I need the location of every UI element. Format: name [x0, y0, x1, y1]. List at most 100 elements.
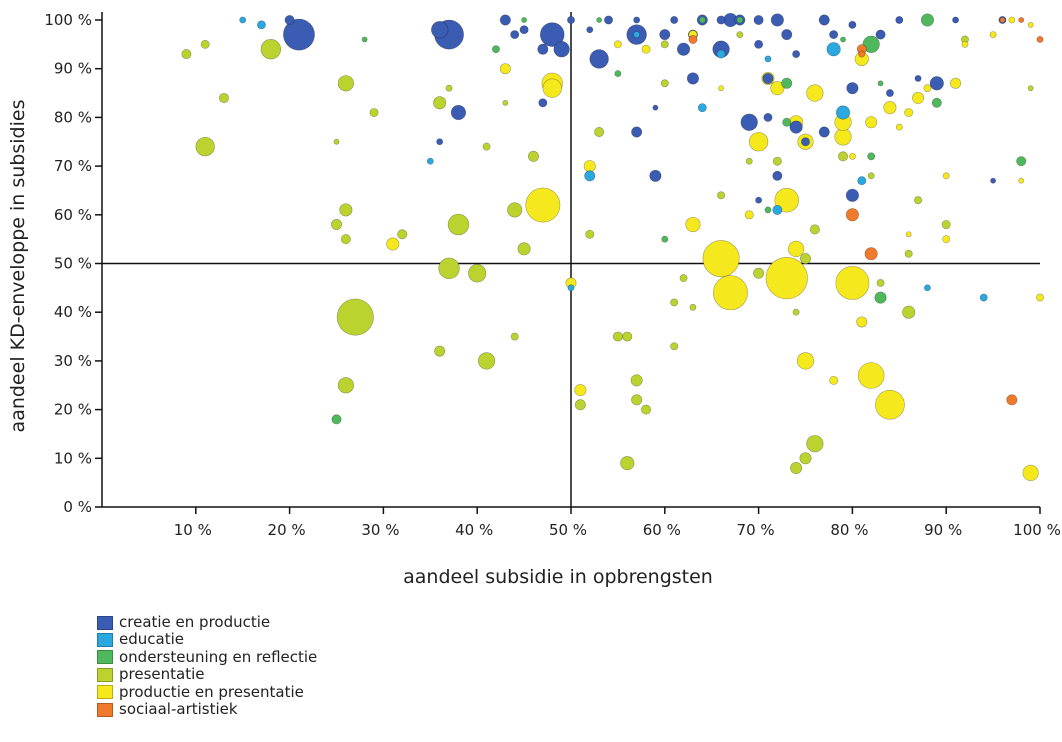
- y-tick-label: 70 %: [54, 157, 92, 175]
- data-point: [337, 75, 354, 92]
- legend-label: presentatie: [119, 665, 205, 684]
- data-point: [875, 29, 886, 40]
- data-point: [923, 84, 932, 93]
- data-point: [772, 156, 782, 166]
- data-point: [527, 150, 539, 162]
- y-tick-label: 90 %: [54, 60, 92, 78]
- data-point: [397, 229, 408, 240]
- legend-swatch: [97, 667, 113, 682]
- data-point: [716, 15, 726, 25]
- data-point: [1022, 464, 1039, 482]
- data-point: [875, 389, 905, 420]
- data-point: [716, 49, 726, 59]
- data-point: [717, 191, 726, 200]
- x-tick-label: 30 %: [361, 521, 399, 539]
- legend-label: creatie en productie: [119, 613, 271, 631]
- data-point: [912, 91, 925, 104]
- data-point: [586, 26, 594, 34]
- data-point: [950, 77, 962, 89]
- data-point: [924, 284, 931, 292]
- y-tick-label: 40 %: [54, 303, 92, 321]
- data-point: [450, 104, 467, 121]
- data-point: [284, 15, 295, 25]
- data-point: [845, 208, 859, 222]
- data-point: [826, 42, 841, 57]
- data-point: [782, 117, 792, 127]
- data-point: [772, 170, 783, 181]
- data-point: [1018, 177, 1025, 184]
- data-point: [718, 85, 724, 92]
- data-point: [755, 196, 763, 204]
- data-point: [818, 14, 830, 26]
- data-point: [904, 249, 913, 258]
- data-point: [1036, 293, 1044, 302]
- x-tick-label: 60 %: [643, 521, 681, 539]
- data-point: [772, 204, 783, 215]
- data-point: [848, 20, 857, 29]
- data-point: [596, 17, 603, 23]
- data-point: [525, 187, 561, 223]
- data-point: [361, 36, 368, 43]
- data-point: [630, 374, 643, 387]
- y-axis-label: aandeel KD-enveloppe in subsidies: [7, 100, 29, 433]
- x-axis-label: aandeel subsidie in opbrengsten: [403, 566, 713, 588]
- legend-item: ondersteuning en reflectie: [97, 647, 318, 666]
- data-point: [765, 257, 808, 300]
- data-point: [762, 72, 774, 84]
- data-point: [567, 284, 575, 292]
- data-point: [883, 101, 897, 115]
- data-point: [256, 20, 266, 30]
- data-point: [961, 40, 969, 48]
- data-point: [331, 414, 342, 425]
- data-point: [337, 377, 354, 394]
- data-point: [877, 80, 884, 87]
- data-point: [521, 17, 527, 23]
- data-point: [340, 234, 351, 245]
- data-point: [895, 16, 904, 24]
- legend-item: creatie en productie: [97, 613, 317, 631]
- x-tick-label: 70 %: [737, 521, 775, 539]
- legend-label: ondersteuning en reflectie: [119, 647, 318, 666]
- legend-item: educatie: [97, 630, 317, 649]
- data-point: [806, 84, 824, 102]
- data-point: [796, 352, 815, 370]
- data-point: [979, 293, 988, 302]
- data-point: [905, 231, 912, 238]
- data-point: [834, 128, 852, 146]
- data-point: [990, 177, 996, 184]
- x-tick-label: 10 %: [174, 521, 212, 539]
- legend-label: educatie: [119, 630, 184, 649]
- data-point: [914, 75, 922, 82]
- data-point: [433, 96, 447, 110]
- data-point: [589, 49, 609, 69]
- data-point: [519, 25, 529, 35]
- data-point: [477, 352, 496, 370]
- data-point: [583, 160, 596, 173]
- data-point: [845, 188, 859, 202]
- data-point: [862, 35, 880, 53]
- legend-swatch: [97, 650, 113, 665]
- legend: creatie en productie educatie ondersteunin…: [97, 613, 318, 718]
- data-point: [857, 176, 867, 186]
- data-point: [507, 202, 523, 218]
- data-point: [952, 16, 960, 24]
- data-point: [434, 345, 446, 357]
- data-point: [781, 29, 793, 41]
- data-point: [574, 399, 586, 411]
- chart-svg: 10 % 20 % 30 % 40 % 50 % 60 % 70 % 80 % 90 % 100 …: [7, 11, 1061, 588]
- data-point: [902, 305, 916, 319]
- data-point: [1008, 16, 1016, 24]
- data-point: [620, 456, 635, 471]
- axes: 10 % 20 % 30 % 40 % 50 % 60 % 70 % 80 % 90 % 100 …: [44, 11, 1060, 539]
- data-point: [753, 267, 765, 279]
- data-point: [792, 50, 801, 59]
- x-tick-label: 100 %: [1013, 521, 1061, 539]
- data-point: [702, 240, 740, 278]
- data-point: [999, 17, 1006, 23]
- data-point: [670, 298, 679, 307]
- data-point: [431, 21, 449, 39]
- data-point: [867, 152, 876, 161]
- data-point: [856, 316, 868, 328]
- data-point: [677, 42, 691, 56]
- data-point: [447, 213, 470, 236]
